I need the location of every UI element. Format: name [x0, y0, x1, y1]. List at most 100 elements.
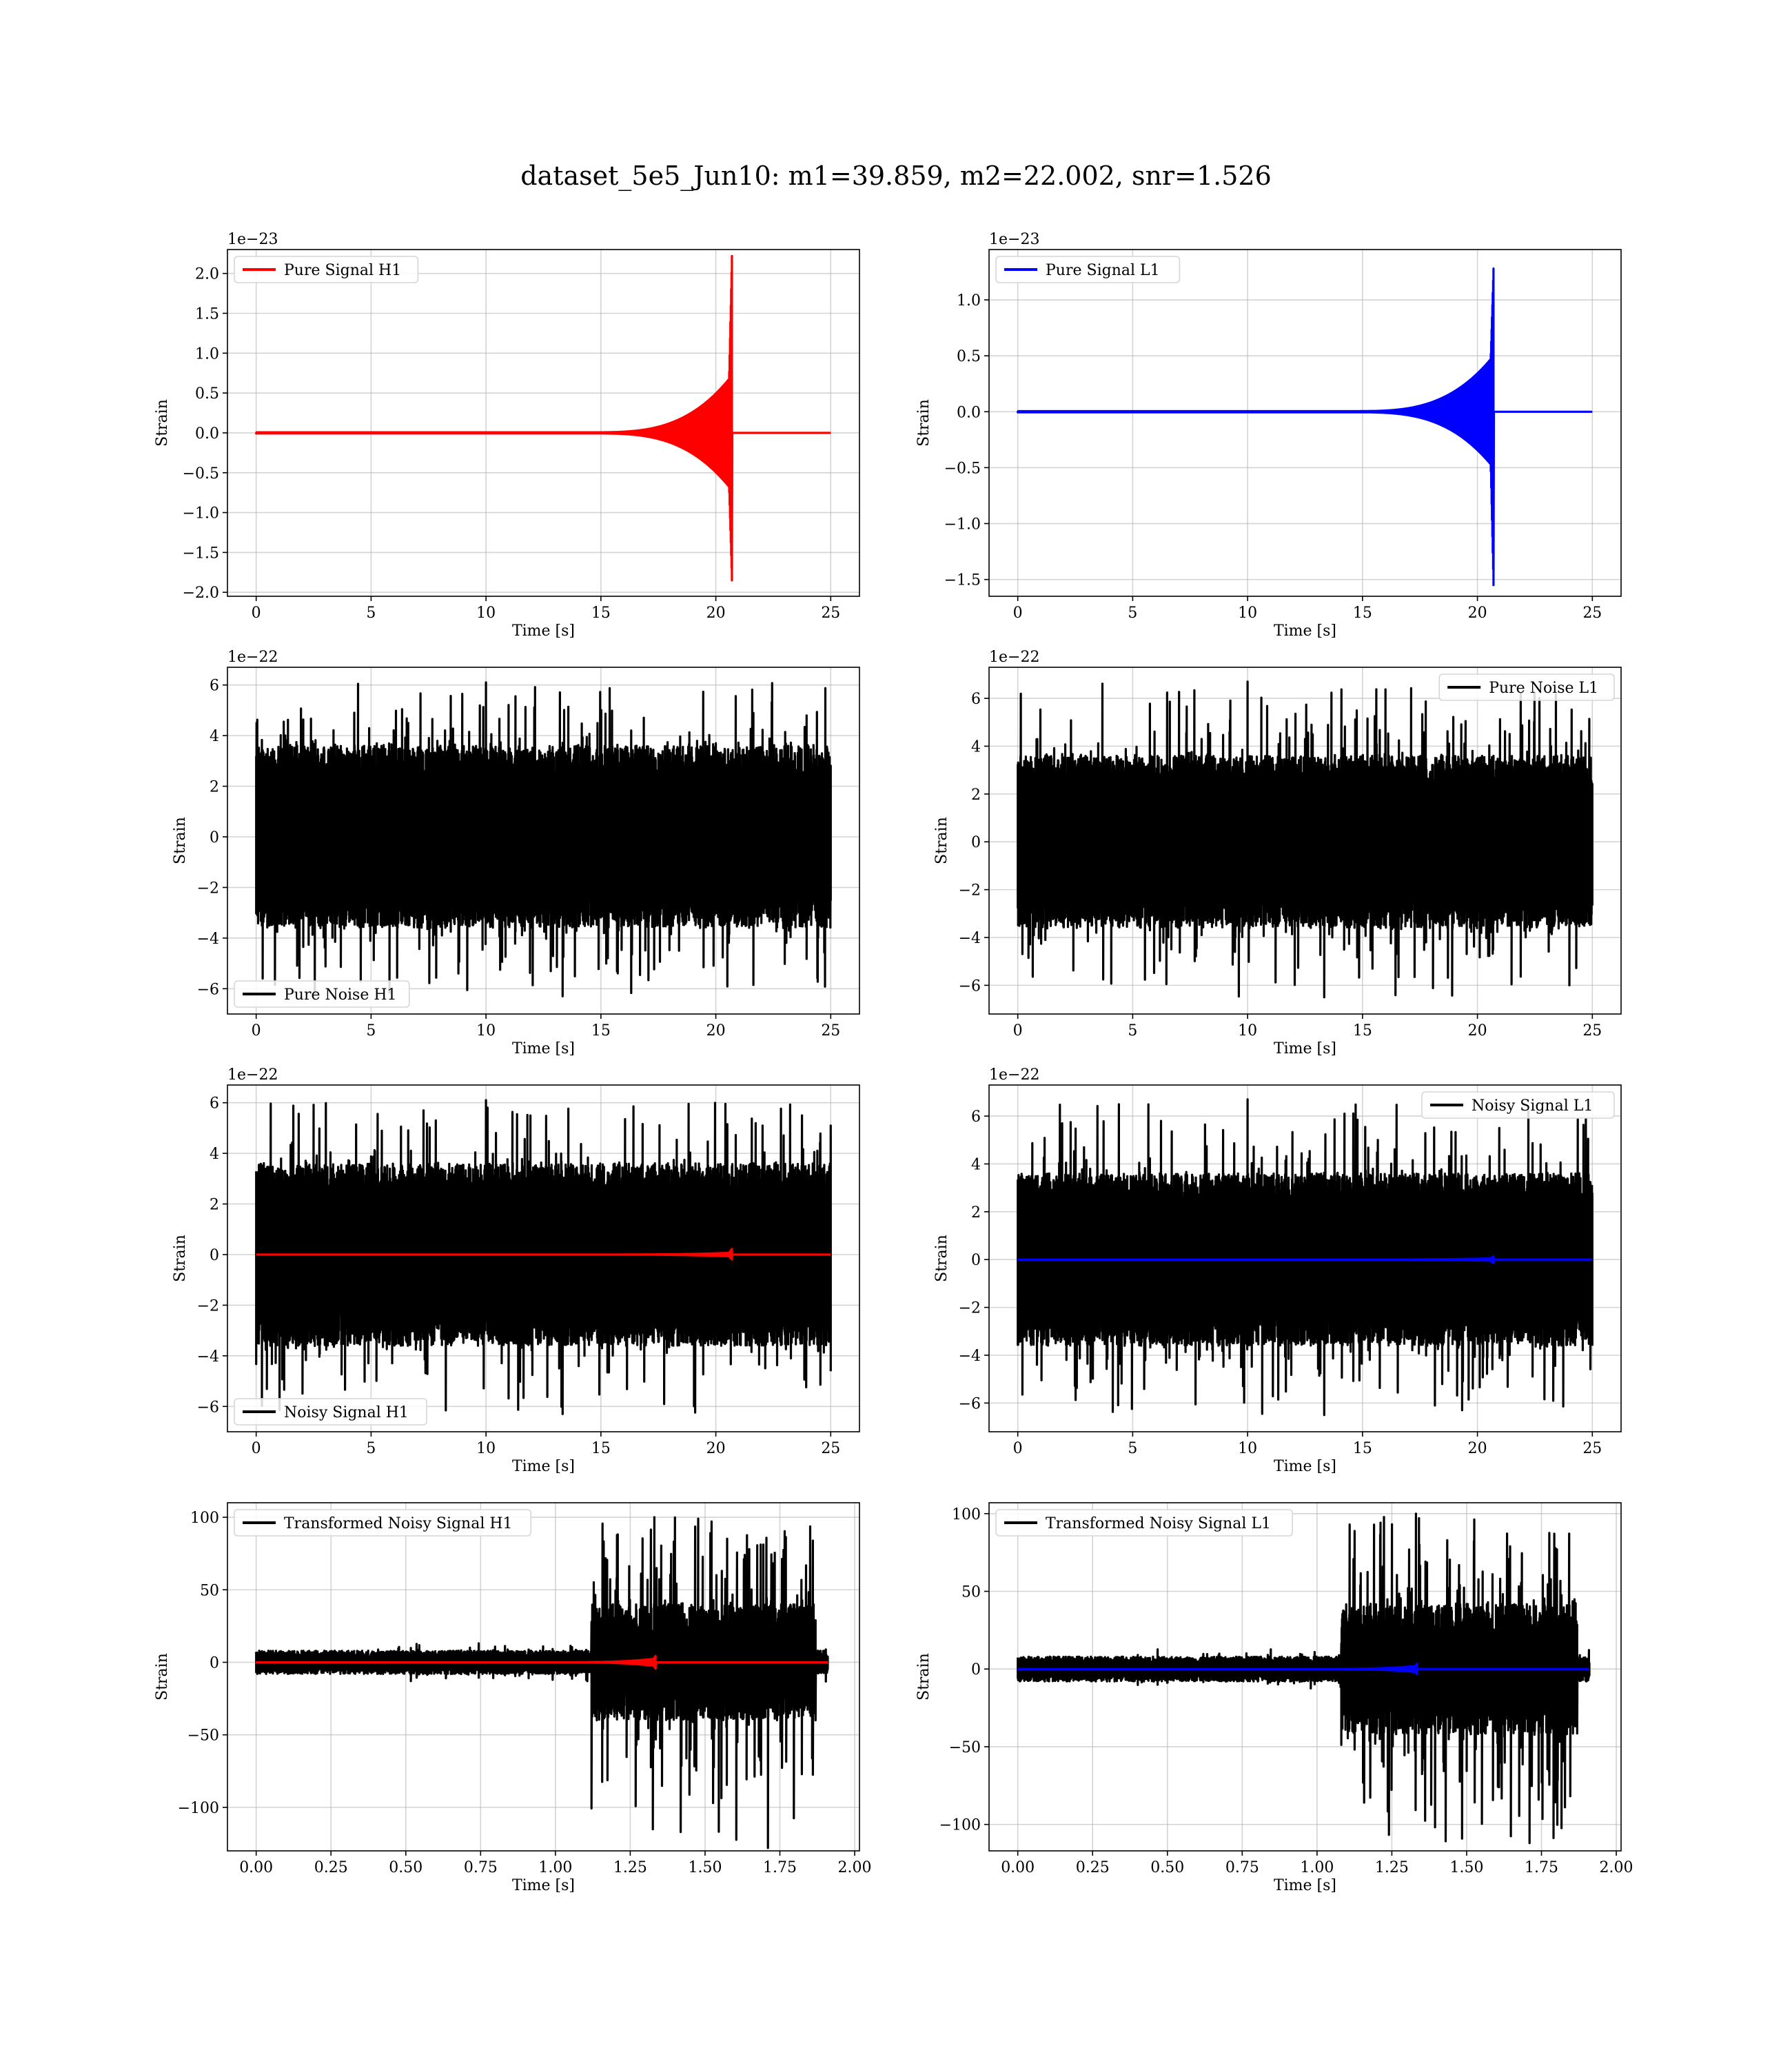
pure-noise-h1-ytick-label-1: −4: [197, 931, 219, 948]
pure-noise-h1-xtick-label-0: 0: [252, 1022, 261, 1040]
transformed-noisy-signal-h1-xtick-label-0: 0.00: [239, 1859, 273, 1876]
transformed-noisy-signal-l1-legend-box: [995, 1509, 1294, 1537]
transformed-noisy-signal-h1-overlay-series-line: [255, 1654, 828, 1670]
transformed-noisy-signal-h1-ytick-label-3: 50: [200, 1582, 219, 1599]
pure-signal-h1-xtick-label-0: 0: [252, 605, 261, 622]
pure-signal-l1-ytick-label-2: −0.5: [944, 460, 981, 477]
noisy-signal-l1-frame: [988, 1084, 1622, 1432]
transformed-noisy-signal-h1-xlabel: Time [s]: [512, 1877, 575, 1894]
transformed-noisy-signal-l1-legend-label: Transformed Noisy Signal L1: [1046, 1515, 1271, 1532]
transformed-noisy-signal-l1-ytick-label-1: −50: [949, 1739, 981, 1756]
noisy-signal-l1-ytick-label-3: 0: [971, 1252, 981, 1269]
pure-signal-l1-xtick-label-2: 10: [1238, 605, 1257, 622]
pure-noise-h1-ytick-label-0: −6: [197, 981, 219, 998]
transformed-noisy-signal-l1-ytick-label-3: 50: [961, 1584, 981, 1601]
transformed-noisy-signal-l1-ytick-label-0: −100: [939, 1817, 981, 1834]
pure-signal-h1-xtick-label-4: 20: [706, 605, 726, 622]
noisy-signal-l1-ytick-label-0: −6: [959, 1395, 981, 1412]
transformed-noisy-signal-l1-ytick-label-4: 100: [952, 1506, 981, 1523]
transformed-noisy-signal-h1-ylabel: Strain: [154, 1653, 171, 1701]
noisy-signal-h1-panel: 0 5 10 15 20 25 −6 −4 −2 0 2 4 6 Time [s] Strain 1e−22 N…: [172, 1066, 860, 1475]
pure-noise-l1-xtick-label-3: 15: [1353, 1022, 1372, 1040]
pure-signal-l1-ytick-label-0: −1.5: [944, 572, 981, 589]
pure-signal-l1-panel: 0 5 10 15 20 25 −1.5 −1.0 −0.5 0.0 0.5 1.0 Time [s] S…: [915, 231, 1622, 640]
noisy-signal-h1-xtick-label-2: 10: [476, 1440, 496, 1457]
pure-noise-h1-xlabel: Time [s]: [512, 1040, 575, 1057]
noisy-signal-h1-frame: [227, 1084, 860, 1432]
pure-signal-l1-ytick-label-4: 0.5: [957, 348, 981, 365]
pure-noise-l1-xlabel: Time [s]: [1274, 1040, 1336, 1057]
noisy-signal-l1-ytick-label-1: −4: [959, 1348, 981, 1365]
pure-signal-h1-plot-area: [227, 250, 859, 596]
noisy-signal-l1-ytick-label-2: −2: [959, 1300, 981, 1317]
pure-signal-h1-ytick-label-8: 2.0: [195, 266, 219, 283]
pure-noise-l1-ytick-label-1: −4: [959, 930, 981, 947]
noisy-signal-l1-xtick-label-5: 25: [1582, 1440, 1602, 1457]
pure-noise-l1-ytick-label-2: −2: [959, 882, 981, 900]
noisy-signal-l1-legend-label: Noisy Signal L1: [1472, 1097, 1593, 1115]
pure-signal-l1-ytick-label-3: 0.0: [957, 404, 981, 421]
pure-signal-h1-offset-text: 1e−23: [227, 231, 278, 248]
noisy-signal-l1-xlabel: Time [s]: [1274, 1458, 1336, 1475]
noisy-signal-h1-ytick-label-2: −2: [197, 1297, 219, 1315]
pure-signal-h1-xlabel: Time [s]: [512, 622, 575, 640]
noisy-signal-l1-ytick-label-4: 2: [971, 1204, 981, 1221]
pure-signal-h1-ytick-label-5: 0.5: [195, 385, 219, 403]
transformed-noisy-signal-h1-xtick-label-4: 1.00: [538, 1859, 572, 1876]
pure-noise-h1-frame: [227, 667, 860, 1015]
pure-signal-l1-xtick-label-1: 5: [1128, 605, 1137, 622]
pure-noise-h1-legend-box: [234, 980, 410, 1008]
pure-signal-h1-ytick-label-6: 1.0: [195, 345, 219, 363]
transformed-noisy-signal-l1-xlabel: Time [s]: [1274, 1877, 1336, 1894]
noisy-signal-h1-xlabel: Time [s]: [512, 1458, 575, 1475]
pure-signal-l1-ylabel: Strain: [915, 399, 933, 447]
pure-noise-l1-xtick-label-5: 25: [1582, 1022, 1602, 1040]
pure-signal-h1-xtick-label-3: 15: [591, 605, 611, 622]
noisy-signal-l1-ytick-label-5: 4: [971, 1156, 981, 1173]
transformed-noisy-signal-h1-legend-label: Transformed Noisy Signal H1: [284, 1515, 513, 1532]
noisy-signal-l1-offset-text: 1e−22: [989, 1066, 1039, 1084]
transformed-noisy-signal-l1-ylabel: Strain: [915, 1653, 933, 1701]
noisy-signal-l1-xtick-label-2: 10: [1238, 1440, 1257, 1457]
noisy-signal-h1-ytick-label-6: 6: [210, 1095, 219, 1113]
transformed-noisy-signal-h1-xtick-label-6: 1.50: [688, 1859, 722, 1876]
transformed-noisy-signal-h1-xtick-label-5: 1.25: [613, 1859, 647, 1876]
pure-signal-h1-xtick-label-5: 25: [821, 605, 840, 622]
transformed-noisy-signal-h1-xtick-label-7: 1.75: [763, 1859, 797, 1876]
pure-signal-l1-xtick-label-5: 25: [1582, 605, 1602, 622]
noisy-signal-h1-xtick-label-5: 25: [821, 1440, 840, 1457]
pure-noise-h1-ytick-label-3: 0: [210, 829, 219, 847]
transformed-noisy-signal-h1-legend-box: [234, 1509, 532, 1537]
pure-signal-l1-xtick-label-4: 20: [1468, 605, 1487, 622]
pure-noise-h1-xtick-label-2: 10: [476, 1022, 496, 1040]
noisy-signal-l1-overlay-series-line: [1017, 1255, 1594, 1264]
pure-noise-l1-frame: [988, 667, 1622, 1015]
pure-signal-h1-ytick-label-1: −1.5: [183, 545, 219, 562]
pure-signal-h1-legend-label: Pure Signal H1: [284, 262, 401, 279]
pure-noise-l1-series-line: [1017, 680, 1594, 999]
transformed-noisy-signal-h1-frame: [227, 1502, 860, 1852]
transformed-noisy-signal-h1-panel: 0.00 0.25 0.50 0.75 1.00 1.25 1.50 1.75 2.00 −100…: [154, 1502, 872, 1894]
noisy-signal-h1-offset-text: 1e−22: [227, 1066, 278, 1084]
pure-noise-h1-legend-label: Pure Noise H1: [284, 986, 397, 1004]
transformed-noisy-signal-l1-xtick-label-4: 1.00: [1300, 1859, 1334, 1876]
pure-signal-l1-frame: [988, 249, 1622, 597]
transformed-noisy-signal-h1-ytick-label-2: 0: [210, 1654, 219, 1672]
noisy-signal-l1-xtick-label-4: 20: [1468, 1440, 1487, 1457]
pure-signal-h1-legend: Pure Signal H1: [234, 256, 419, 283]
pure-noise-l1-ytick-label-6: 6: [971, 691, 981, 708]
pure-noise-h1-xtick-label-5: 25: [821, 1022, 840, 1040]
transformed-noisy-signal-l1-xtick-label-1: 0.25: [1076, 1859, 1110, 1876]
transformed-noisy-signal-h1-ytick-label-0: −100: [178, 1800, 219, 1817]
noisy-signal-h1-ytick-label-1: −4: [197, 1348, 219, 1366]
pure-signal-h1-ylabel: Strain: [154, 399, 171, 447]
pure-noise-h1-xtick-label-4: 20: [706, 1022, 726, 1040]
transformed-noisy-signal-h1-ytick-label-4: 100: [190, 1510, 219, 1527]
noisy-signal-h1-xtick-label-3: 15: [591, 1440, 611, 1457]
pure-signal-l1-ytick-label-5: 1.0: [957, 292, 981, 310]
pure-signal-l1-xtick-label-0: 0: [1013, 605, 1023, 622]
pure-noise-h1-series-line: [255, 681, 832, 997]
noisy-signal-h1-ytick-label-5: 4: [210, 1146, 219, 1163]
transformed-noisy-signal-h1-legend: Transformed Noisy Signal H1: [234, 1509, 532, 1537]
noisy-signal-h1-ytick-label-0: −6: [197, 1399, 219, 1416]
